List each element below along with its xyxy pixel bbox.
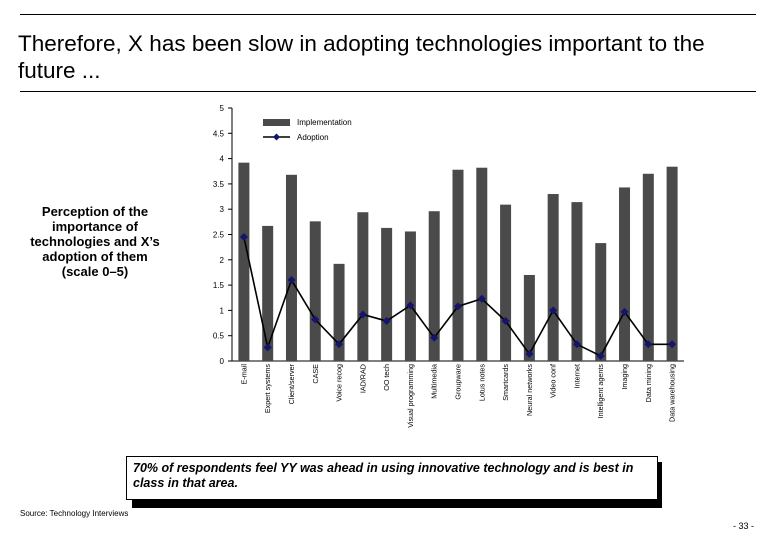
adoption-point xyxy=(358,310,367,319)
adoption-point xyxy=(287,276,296,285)
legend-label-adoption: Adoption xyxy=(297,133,329,142)
category-label: E-mail xyxy=(239,364,248,385)
bar-implementation xyxy=(404,231,416,361)
category-label: IAD/RAD xyxy=(358,364,367,393)
bar-implementation xyxy=(357,212,369,361)
title-rule xyxy=(20,91,756,92)
category-label: CASE xyxy=(311,364,320,384)
bar-implementation xyxy=(309,221,321,361)
legend-label-implementation: Implementation xyxy=(297,118,352,127)
bar-implementation xyxy=(523,274,535,361)
category-label: Groupware xyxy=(454,364,463,400)
y-tick-label: 1 xyxy=(220,306,225,315)
adoption-line xyxy=(239,233,677,360)
adoption-point xyxy=(477,294,486,303)
bar-implementation xyxy=(547,194,559,361)
bar-implementation xyxy=(666,166,678,361)
legend-marker-adoption xyxy=(273,133,280,141)
bar-implementation xyxy=(333,263,345,361)
bar-implementation xyxy=(452,169,464,361)
legend: Implementation Adoption xyxy=(263,118,352,142)
callout-box: 70% of respondents feel YY was ahead in … xyxy=(126,456,658,500)
bar-implementation xyxy=(619,187,631,361)
bar-implementation xyxy=(285,174,297,361)
category-label: Client/server xyxy=(287,363,296,404)
x-axis-labels: E-mail Expert systems Client/server CASE Voi… xyxy=(239,363,676,427)
y-tick-label: 3.5 xyxy=(213,180,225,189)
category-label: Video conf xyxy=(549,364,558,398)
y-tick-label: 2 xyxy=(220,256,225,265)
adoption-point xyxy=(311,315,320,324)
bar-implementation xyxy=(428,211,440,361)
side-caption: Perception of the importance of technolo… xyxy=(30,204,160,279)
y-tick-label: 2.5 xyxy=(213,231,225,240)
category-label: Smartcards xyxy=(501,364,510,401)
adoption-point xyxy=(335,340,344,349)
y-tick-label: 0 xyxy=(220,357,225,366)
y-tick-label: 1.5 xyxy=(213,281,225,290)
bar-implementation xyxy=(500,204,512,361)
category-label: Neural networks xyxy=(525,364,534,416)
adoption-point xyxy=(596,351,605,360)
page-title: Therefore, X has been slow in adopting t… xyxy=(18,31,705,83)
y-tick-label: 4 xyxy=(220,155,225,164)
adoption-point xyxy=(382,317,391,326)
y-tick-label: 4.5 xyxy=(213,129,225,138)
bar-implementation xyxy=(595,243,607,361)
bars xyxy=(238,162,678,361)
y-axis: 0 0.5 1 1.5 2 2.5 3 3.5 4 4.5 5 xyxy=(213,104,684,366)
adoption-point xyxy=(525,349,534,358)
category-label: Visual programming xyxy=(406,364,415,428)
category-label: Intelligent agents xyxy=(596,364,605,419)
adoption-point xyxy=(239,233,248,242)
category-label: Expert systems xyxy=(263,364,272,414)
page-number: - 33 - xyxy=(732,521,754,531)
adoption-point xyxy=(620,307,629,316)
adoption-point xyxy=(406,301,415,310)
y-tick-label: 3 xyxy=(220,205,225,214)
bar-implementation xyxy=(571,202,583,361)
category-label: Imaging xyxy=(620,364,629,390)
category-label: Internet xyxy=(572,364,581,388)
bar-implementation xyxy=(476,167,488,361)
bar-implementation xyxy=(642,173,654,361)
adoption-point xyxy=(263,343,272,352)
y-tick-label: 0.5 xyxy=(213,332,225,341)
category-label: Voice recog xyxy=(335,364,344,402)
source-note: Source: Technology Interviews xyxy=(20,509,129,518)
adoption-point xyxy=(644,340,653,349)
legend-swatch-implementation xyxy=(263,119,290,126)
category-label: Multimedia xyxy=(430,364,439,399)
bar-implementation xyxy=(238,162,250,361)
category-label: Lotus notes xyxy=(477,364,486,402)
adoption-point xyxy=(430,333,439,342)
adoption-point xyxy=(668,340,677,349)
category-label: Data warehousing xyxy=(668,364,677,422)
bar-implementation xyxy=(381,227,393,361)
category-label: Data mining xyxy=(644,364,653,402)
y-tick-label: 5 xyxy=(220,104,225,113)
adoption-point xyxy=(572,340,581,349)
category-label: OO tech xyxy=(382,364,391,391)
adoption-point xyxy=(549,306,558,315)
top-rule xyxy=(20,14,756,15)
adoption-point xyxy=(501,317,510,326)
bar-implementation xyxy=(262,225,274,361)
adoption-point xyxy=(454,302,462,311)
